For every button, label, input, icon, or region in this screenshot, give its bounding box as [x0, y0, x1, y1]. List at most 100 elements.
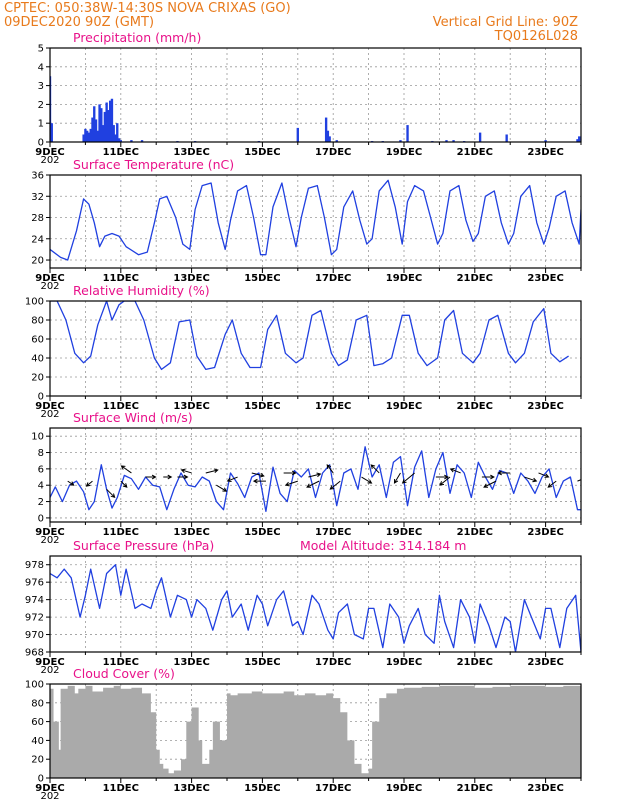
precip-bar — [116, 123, 119, 142]
temperature-xtick-label: 19DEC — [386, 273, 422, 284]
header-location: CPTEC: 050:38W-14:30S NOVA CRIXAS (GO) — [4, 1, 291, 16]
wind-ytick-label: 10 — [31, 432, 44, 443]
precip-bar — [117, 138, 121, 142]
humidity-year-fragment: 202 — [40, 409, 59, 420]
precip-bar — [445, 140, 448, 142]
humidity-xtick-label: 15DEC — [244, 401, 280, 412]
precip-bar — [98, 104, 101, 142]
precip-bar — [96, 130, 99, 142]
precip-bar — [326, 130, 330, 142]
header-grid-line: Vertical Grid Line: 90Z — [433, 15, 578, 30]
cloud-xtick-label: 9DEC — [35, 783, 64, 794]
pressure-plot — [50, 564, 581, 652]
header-date: 09DEC2020 90Z (GMT) — [4, 15, 154, 30]
pressure-title: Surface Pressure (hPa) — [73, 538, 214, 553]
cloud-cover-area — [50, 685, 581, 778]
precipitation-panel: 0 1 2 3 4 5 9DEC 11DEC 13DEC 15DEC 17DEC 19DEC 21DEC… — [35, 30, 582, 166]
cloud-xtick-label: 19DEC — [386, 783, 422, 794]
humidity-line — [50, 301, 569, 371]
wind-arrow — [538, 472, 550, 478]
pressure-xtick-label: 15DEC — [244, 657, 280, 668]
wind-ytick-label: 8 — [38, 448, 44, 459]
wind-arrow — [120, 480, 128, 488]
wind-arrow — [481, 474, 495, 480]
precipitation-plot — [50, 76, 581, 142]
cloud-xtick-label: 15DEC — [244, 783, 280, 794]
wind-arrow — [120, 465, 132, 474]
cloud-year-fragment: 202 — [40, 791, 59, 800]
pressure-xtick-label: 13DEC — [173, 657, 209, 668]
humidity-ytick-label: 60 — [31, 335, 44, 346]
cloud-xtick-label: 13DEC — [173, 783, 209, 794]
wind-ytick-label: 4 — [38, 481, 44, 492]
pressure-line — [50, 564, 581, 652]
humidity-xtick-label: 19DEC — [386, 401, 422, 412]
precip-bar — [296, 127, 299, 142]
precip-bar — [406, 125, 409, 142]
temperature-frame — [49, 174, 582, 269]
wind-xtick-label: 11DEC — [103, 527, 139, 538]
cloud-panel: 0 20 40 60 80 100 9DEC 11DEC 13DEC 15DEC 17DEC 19DE… — [25, 666, 582, 800]
wind-xtick-label: 9DEC — [35, 527, 64, 538]
precip-bar — [140, 140, 144, 142]
wind-arrow — [497, 470, 511, 476]
wind-arrow — [306, 480, 320, 488]
wind-xtick-label: 17DEC — [315, 527, 351, 538]
precipitation-year-fragment: 202 — [40, 155, 59, 166]
precipitation-xtick-label: 11DEC — [103, 147, 139, 158]
temperature-ytick-label: 36 — [31, 171, 44, 182]
precip-bar — [130, 140, 133, 142]
temperature-ytick-label: 24 — [31, 234, 44, 245]
wind-arrow — [251, 472, 265, 478]
precipitation-ytick-label: 0 — [38, 138, 44, 149]
precip-bar — [93, 106, 96, 142]
wind-arrow — [329, 480, 341, 490]
temperature-xtick-label: 13DEC — [173, 273, 209, 284]
precipitation-title: Precipitation (mm/h) — [73, 30, 201, 45]
humidity-xtick-label: 21DEC — [457, 401, 493, 412]
precip-bar — [100, 108, 103, 142]
humidity-panel: 0 20 40 60 80 100 9DEC 11DEC 13DEC 15DEC 17DEC 19DE… — [25, 283, 582, 420]
wind-arrow — [577, 479, 581, 482]
wind-xtick-label: 19DEC — [386, 527, 422, 538]
pressure-ytick-label: 974 — [25, 595, 44, 606]
precipitation-xtick-label: 13DEC — [173, 147, 209, 158]
precip-bar — [84, 128, 87, 142]
humidity-xtick-label: 11DEC — [103, 401, 139, 412]
pressure-year-fragment: 202 — [40, 665, 59, 676]
wind-arrow — [252, 478, 266, 484]
precip-bar — [110, 98, 114, 142]
temperature-ytick-label: 28 — [31, 213, 44, 224]
cloud-ytick-label: 60 — [31, 717, 44, 728]
precipitation-xtick-label: 21DEC — [457, 147, 493, 158]
precip-bar — [112, 125, 115, 142]
humidity-frame — [49, 300, 582, 397]
cloud-ytick-label: 0 — [38, 774, 44, 785]
wind-arrow — [401, 472, 415, 484]
temperature-xtick-label: 15DEC — [244, 273, 280, 284]
humidity-plot — [50, 301, 569, 371]
wind-arrow — [145, 474, 157, 480]
humidity-ytick-label: 100 — [25, 297, 44, 308]
precip-bar — [50, 123, 53, 142]
precip-bar — [478, 132, 482, 142]
cloud-frame — [49, 683, 582, 779]
pressure-xtick-label: 21DEC — [457, 657, 493, 668]
wind-arrow — [163, 474, 173, 480]
temperature-ytick-label: 32 — [31, 192, 44, 203]
pressure-xtick-label: 17DEC — [315, 657, 351, 668]
precip-bar — [105, 102, 108, 142]
wind-arrow — [449, 467, 461, 474]
wind-arrow — [177, 474, 189, 480]
cloud-title: Cloud Cover (%) — [73, 666, 175, 681]
pressure-xtick-label: 23DEC — [527, 657, 563, 668]
pressure-ytick-label: 970 — [25, 630, 44, 641]
pressure-xtick-label: 9DEC — [35, 657, 64, 668]
precip-bar — [119, 140, 122, 142]
humidity-xtick-label: 23DEC — [527, 401, 563, 412]
header-model: TQ0126L028 — [494, 29, 578, 44]
precip-bar — [94, 119, 98, 142]
cloud-xtick-label: 17DEC — [315, 783, 351, 794]
wind-arrow — [326, 464, 334, 474]
precipitation-xtick-label: 17DEC — [315, 147, 351, 158]
